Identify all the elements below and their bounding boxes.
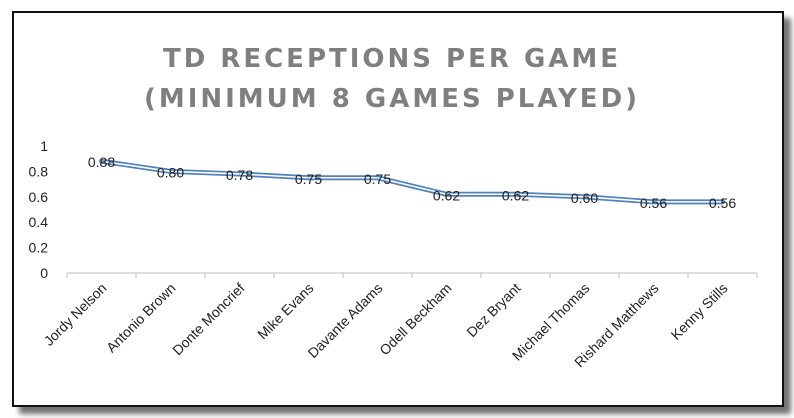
data-label: 0.62 (433, 187, 460, 203)
y-tick-label: 0.4 (29, 214, 49, 230)
data-label: 0.60 (571, 190, 598, 206)
x-tick-label: Odell Beckham (376, 280, 454, 358)
x-tick-label: Dez Bryant (463, 280, 523, 340)
x-tick-label: Mike Evans (254, 280, 316, 342)
data-label: 0.56 (709, 195, 736, 211)
data-label: 0.75 (295, 171, 322, 187)
y-tick-label: 1 (40, 138, 48, 154)
data-point (446, 193, 447, 195)
data-point (722, 201, 723, 203)
chart-title: TD RECEPTIONS PER GAME (MINIMUM 8 GAMES … (14, 39, 770, 119)
x-tick-label: Donte Moncrief (169, 280, 248, 359)
y-tick-label: 0 (40, 265, 48, 281)
y-tick-label: 0.2 (29, 240, 49, 256)
chart-title-line-2: (MINIMUM 8 GAMES PLAYED) (143, 84, 641, 114)
series-line (99, 158, 725, 205)
data-point (308, 177, 309, 179)
data-point (239, 173, 240, 175)
x-tick-label: Davante Adams (304, 280, 385, 361)
data-point (377, 177, 378, 179)
data-label: 0.88 (88, 154, 115, 170)
data-point (584, 196, 585, 198)
x-tick-label: Jordy Nelson (41, 280, 110, 349)
y-tick-label: 0.8 (29, 163, 49, 179)
chart-frame: TD RECEPTIONS PER GAME (MINIMUM 8 GAMES … (12, 11, 784, 407)
data-label: 0.75 (364, 171, 391, 187)
x-tick-label: Kenny Stills (668, 280, 731, 343)
data-label: 0.56 (640, 195, 667, 211)
data-label: 0.62 (502, 187, 529, 203)
series-line-highlight (100, 160, 724, 203)
x-tick-label: Antonio Brown (103, 280, 179, 356)
y-tick-label: 0.6 (29, 189, 49, 205)
data-label: 0.78 (226, 167, 253, 183)
data-label: 0.80 (157, 164, 184, 180)
data-point (170, 170, 171, 172)
data-point (653, 201, 654, 203)
data-point (515, 193, 516, 195)
chart-title-line-1: TD RECEPTIONS PER GAME (162, 44, 622, 74)
data-point (101, 160, 102, 162)
